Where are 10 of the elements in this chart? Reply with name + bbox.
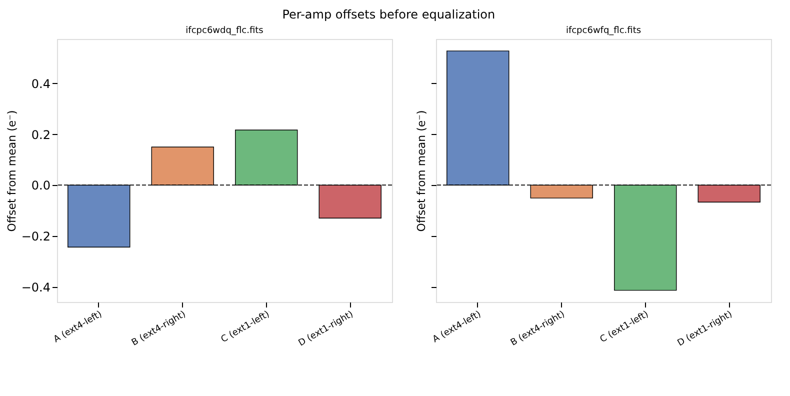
y-tick-label: −0.4 bbox=[21, 280, 50, 294]
y-tick-label: −0.2 bbox=[21, 229, 50, 244]
y-axis-title: Offset from mean (e⁻) bbox=[5, 110, 18, 232]
y-axis-title: Offset from mean (e⁻) bbox=[415, 110, 428, 232]
y-tick-label: 0.2 bbox=[31, 128, 50, 142]
chart-title: Per-amp offsets before equalization bbox=[282, 8, 496, 22]
chart-subtitle: ifcpc6wdq_flc.fits bbox=[186, 26, 264, 36]
y-tick-label: 0.0 bbox=[31, 178, 50, 193]
y-tick-label: 0.4 bbox=[31, 76, 50, 91]
chart-title: ifcpc6wfq_flc.fits bbox=[566, 26, 642, 36]
